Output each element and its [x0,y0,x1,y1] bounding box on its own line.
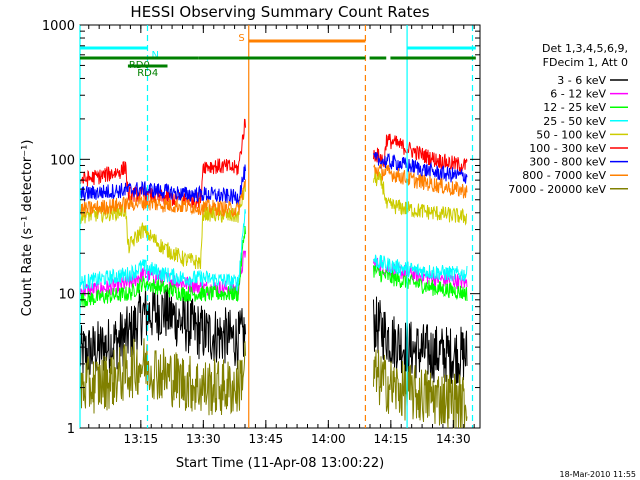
legend-header-1: FDecim 1, Att 0 [543,56,628,69]
legend-label-7: 800 - 7000 keV [522,169,606,182]
x-tick-label-2: 13:45 [249,432,284,446]
y-tick-label-0: 1 [67,422,75,437]
x-tick-label-5: 14:30 [436,432,471,446]
flag-label-7: RD4 [137,68,158,79]
flag-label-0: N [152,50,159,61]
series-line-0 [79,284,468,385]
x-tick-label-0: 13:15 [124,432,159,446]
x-axis: 13:15 13:30 13:45 14:00 14:15 14:30 [88,25,475,446]
legend-label-1: 6 - 12 keV [550,88,606,101]
y-tick-label-1: 10 [58,288,75,303]
x-axis-label: Start Time (11-Apr-08 13:00:22) [176,456,384,471]
y-axis: 1 10 100 1000 [42,19,480,437]
x-tick-label-4: 14:15 [374,432,409,446]
footer-timestamp: 18-Mar-2010 11:55 [560,470,637,479]
legend-label-4: 50 - 100 keV [536,128,606,141]
legend-label-8: 7000 - 20000 keV [508,183,606,196]
flag-label-2: S [238,33,244,44]
x-tick-label-3: 14:00 [311,432,346,446]
chart-title: HESSI Observing Summary Count Rates [130,3,429,21]
legend-label-0: 3 - 6 keV [557,74,606,87]
y-tick-label-3: 1000 [42,19,75,34]
legend-label-5: 100 - 300 keV [529,142,606,155]
legend: Det 1,3,4,5,6,9,FDecim 1, Att 0 3 - 6 keV… [508,42,628,196]
series-line-3 [79,209,468,292]
legend-header-0: Det 1,3,4,5,6,9, [542,42,628,55]
series-line-7 [79,164,468,217]
series-line-6 [79,152,468,206]
legend-label-3: 25 - 50 keV [543,115,606,128]
series-line-2 [79,225,468,308]
x-tick-label-1: 13:30 [186,432,221,446]
y-axis-label: Count Rate (s⁻¹ detector⁻¹) [20,140,35,317]
y-tick-label-2: 100 [50,153,75,168]
series-line-8 [79,338,468,429]
series-line-4 [79,171,468,270]
plot-area: NSRD0RD4 [79,24,481,429]
legend-label-2: 12 - 25 keV [543,101,606,114]
legend-label-6: 300 - 800 keV [529,156,606,169]
